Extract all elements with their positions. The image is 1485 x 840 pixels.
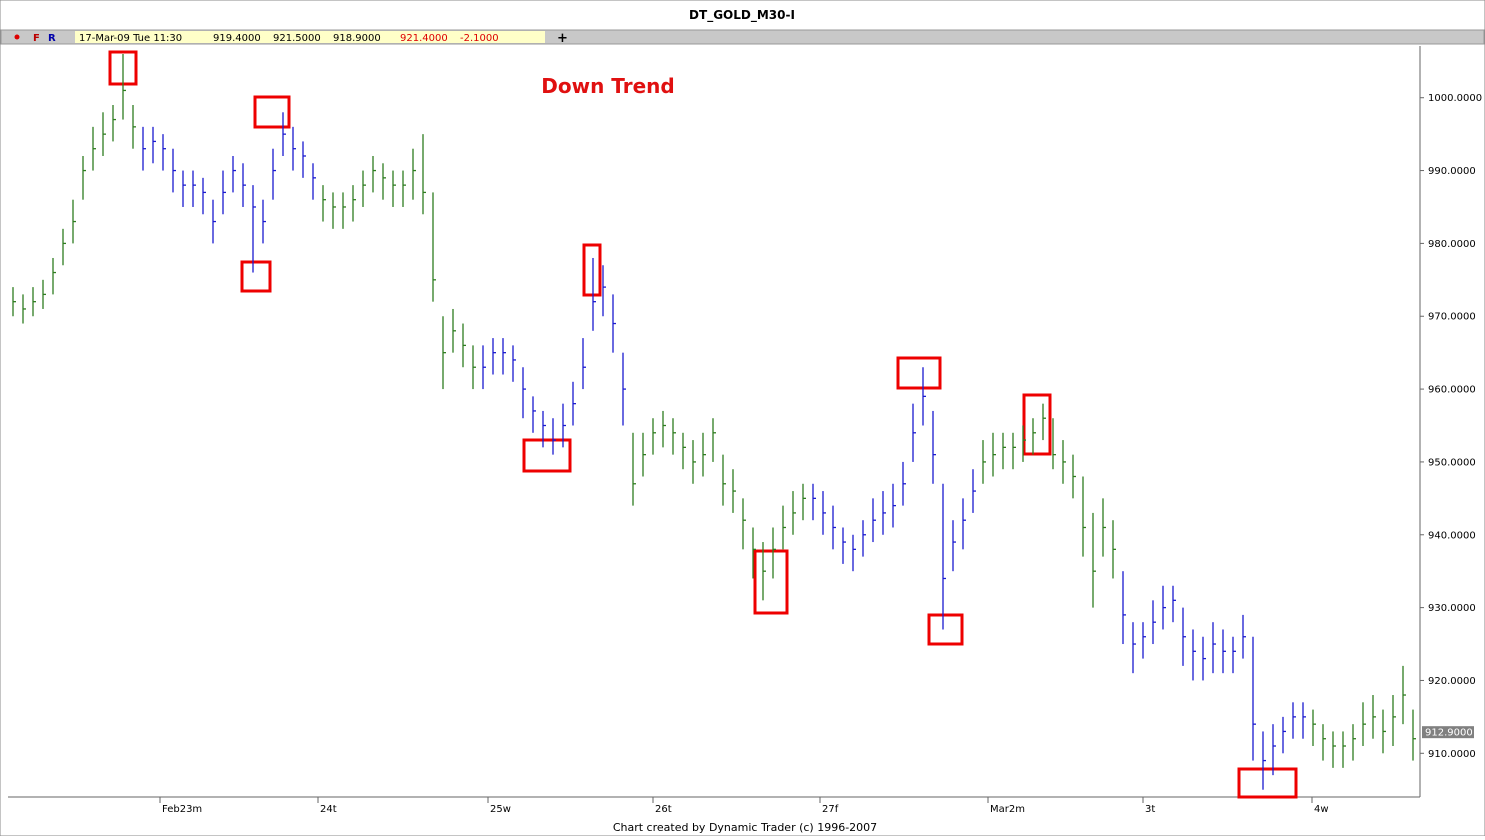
quote-date: 17-Mar-09 Tue 11:30	[79, 33, 182, 44]
swing-box	[240, 260, 272, 293]
y-tick-label: 990.0000	[1428, 166, 1476, 177]
y-tick-label: 980.0000	[1428, 239, 1476, 250]
x-tick-label: Feb23m	[162, 804, 202, 815]
x-tick-label: 4w	[1314, 804, 1329, 815]
swing-box	[896, 356, 942, 390]
x-tick-label: 27f	[822, 804, 839, 815]
y-tick-label: 930.0000	[1428, 603, 1476, 614]
x-tick-label: 3t	[1145, 804, 1155, 815]
y-tick-label: 920.0000	[1428, 676, 1476, 687]
y-tick-label: 1000.0000	[1428, 93, 1482, 104]
quote-open: 919.4000	[213, 33, 261, 44]
flag: F	[33, 33, 40, 44]
price-bars	[12, 54, 1416, 790]
quote-low: 918.9000	[333, 33, 381, 44]
title: DT_GOLD_M30-I	[689, 8, 795, 23]
y-tick-label: 910.0000	[1428, 749, 1476, 760]
x-tick-label: 24t	[320, 804, 337, 815]
title-bar	[1, 1, 1484, 29]
last-price-box	[1422, 726, 1474, 739]
add-button[interactable]: +	[557, 31, 568, 46]
x-tick-label: 25w	[490, 804, 511, 815]
x-tick-label: 26t	[655, 804, 672, 815]
quote-change: -2.1000	[460, 33, 499, 44]
swing-box	[1237, 767, 1298, 799]
swing-box	[753, 549, 789, 615]
swing-box	[582, 243, 602, 297]
quote-high: 921.5000	[273, 33, 321, 44]
y-tick-label: 970.0000	[1428, 312, 1476, 323]
y-tick-label: 960.0000	[1428, 385, 1476, 396]
x-tick-label: Mar2m	[990, 804, 1025, 815]
quote-close: 921.4000	[400, 33, 448, 44]
swing-box	[522, 438, 572, 473]
status-dot	[14, 34, 20, 40]
footer: Chart created by Dynamic Trader (c) 1996…	[613, 821, 877, 834]
y-tick-label: 950.0000	[1428, 457, 1476, 468]
highlight-boxes	[108, 50, 1298, 799]
y-tick-label: 940.0000	[1428, 530, 1476, 541]
swing-box	[927, 613, 964, 646]
annotation: Down Trend	[541, 74, 674, 98]
quote-box	[75, 31, 545, 43]
swing-box	[1022, 393, 1052, 456]
flag: R	[48, 33, 56, 44]
last-price-label: 912.9000	[1425, 728, 1473, 739]
swing-box	[253, 95, 291, 129]
